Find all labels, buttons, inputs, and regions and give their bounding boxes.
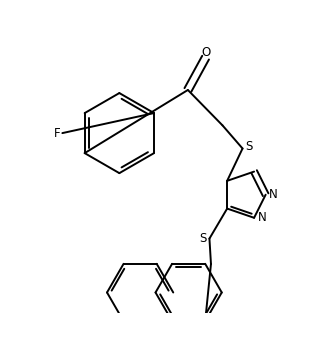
Text: S: S	[199, 232, 206, 245]
Text: N: N	[269, 188, 278, 201]
Text: O: O	[201, 46, 210, 59]
Text: N: N	[257, 211, 266, 224]
Text: F: F	[54, 127, 60, 140]
Text: S: S	[245, 140, 252, 153]
